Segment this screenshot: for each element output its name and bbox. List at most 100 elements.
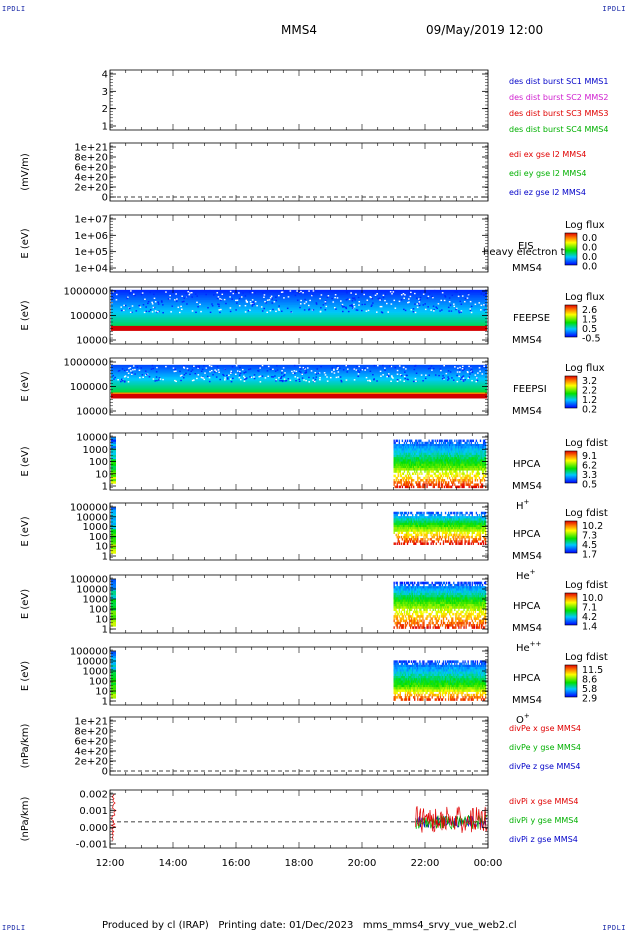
heat-cell <box>426 522 428 526</box>
heat-cell <box>449 446 451 449</box>
heat-cell <box>402 522 405 526</box>
heat-cell <box>408 476 411 480</box>
heat-cell <box>447 463 450 467</box>
heat-cell <box>430 601 432 605</box>
heat-cell <box>435 595 437 598</box>
heat-cell <box>412 513 414 517</box>
heat-cell <box>481 516 484 519</box>
heat-cell <box>416 481 418 484</box>
heat-cell <box>413 452 415 456</box>
heat-cell <box>454 468 456 471</box>
heat-cell <box>436 465 438 469</box>
heat-cell <box>483 520 486 524</box>
heat-cell <box>453 538 455 541</box>
heat-speckle <box>483 304 485 306</box>
heat-cell <box>397 601 399 605</box>
heat-cell <box>456 524 458 528</box>
heat-speckle <box>224 379 226 381</box>
heat-cell <box>462 463 464 467</box>
heat-cell <box>430 454 432 458</box>
heat-speckle <box>208 380 211 383</box>
heat-cell <box>401 452 404 456</box>
heat-cell <box>396 599 398 603</box>
heat-row <box>111 315 487 318</box>
heat-speckle <box>447 370 450 372</box>
heat-cell <box>420 586 422 589</box>
heat-cell <box>461 527 463 530</box>
heat-cell <box>413 535 415 539</box>
heat-cell <box>421 619 423 623</box>
heat-cell <box>472 516 474 519</box>
heat-speckle <box>441 292 444 294</box>
heat-cell <box>431 470 433 473</box>
heat-cell <box>462 448 464 451</box>
heat-cell <box>462 452 464 456</box>
heat-cell <box>443 527 446 530</box>
heat-speckle <box>332 301 335 303</box>
heat-cell <box>399 516 401 519</box>
heat-cell <box>419 457 421 460</box>
heat-cell <box>454 476 456 480</box>
heat-cell <box>415 441 417 445</box>
heat-cell <box>410 527 413 530</box>
heat-cell <box>396 617 398 620</box>
heat-cell <box>423 518 425 521</box>
heat-cell <box>451 518 453 521</box>
heat-cell <box>406 599 409 603</box>
heat-cell <box>469 450 471 454</box>
heat-cell <box>418 524 420 528</box>
heat-cell <box>445 516 448 519</box>
heat-speckle <box>231 366 234 368</box>
heat-cell <box>417 485 419 489</box>
heat-cell <box>432 448 434 451</box>
heat-cell <box>482 531 485 534</box>
heat-cell <box>431 590 433 594</box>
heat-cell <box>399 454 401 458</box>
heat-cell <box>415 516 417 519</box>
heat-cell <box>401 516 404 519</box>
heat-cell <box>444 540 447 543</box>
heat-cell <box>475 533 478 537</box>
y-tick-label: 100 <box>89 532 108 543</box>
heat-speckle <box>196 377 198 380</box>
heat-cell <box>399 520 401 524</box>
heat-cell <box>410 597 413 600</box>
heat-cell <box>423 533 425 537</box>
heat-cell <box>394 513 396 517</box>
heat-speckle <box>440 309 443 311</box>
heat-cell <box>465 476 467 480</box>
heat-cell <box>434 465 436 469</box>
heat-cell <box>432 520 434 524</box>
heat-cell <box>432 485 434 489</box>
heat-cell <box>426 479 428 482</box>
heat-cell <box>460 540 462 543</box>
heat-cell <box>406 533 409 537</box>
heat-cell <box>397 446 399 449</box>
heat-cell <box>416 463 418 467</box>
colorbar <box>564 232 578 266</box>
heat-cell <box>416 583 418 587</box>
heat-cell <box>423 450 425 454</box>
heat-cell <box>438 443 441 447</box>
heat-cell <box>417 479 419 482</box>
heat-cell <box>433 583 435 587</box>
heat-speckle <box>324 301 327 303</box>
heat-cell <box>414 465 416 469</box>
heat-cell <box>444 516 447 519</box>
heat-speckle <box>245 299 248 302</box>
heat-cell <box>414 531 416 534</box>
heat-cell <box>456 518 458 521</box>
heat-cell <box>440 520 443 524</box>
heat-cell <box>470 485 472 489</box>
heat-speckle <box>217 369 220 371</box>
heat-cell <box>477 461 480 464</box>
heat-cell <box>402 588 405 591</box>
heat-cell <box>437 452 440 456</box>
heat-cell <box>458 439 460 443</box>
heat-cell <box>399 601 401 605</box>
heat-cell <box>464 441 466 445</box>
heat-cell <box>405 443 408 447</box>
heat-cell <box>465 522 467 526</box>
heat-cell <box>415 586 417 589</box>
heat-cell <box>422 592 424 596</box>
